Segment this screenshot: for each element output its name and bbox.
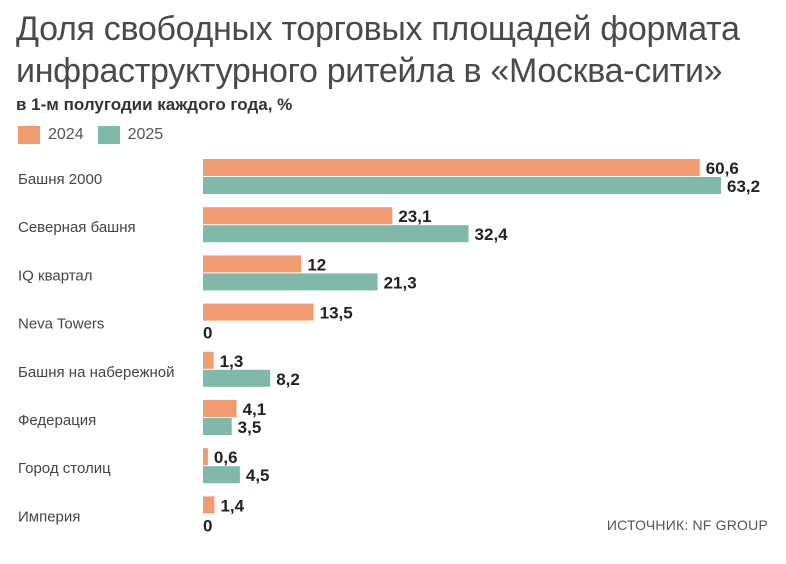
bar-2024 — [203, 255, 302, 273]
bar-2025 — [203, 273, 378, 291]
data-label-2025: 3,5 — [238, 418, 262, 437]
category-label: Neva Towers — [18, 316, 104, 333]
bar-2024 — [203, 496, 215, 514]
category-label: IQ квартал — [18, 267, 93, 284]
data-label-2025: 8,2 — [276, 370, 300, 389]
bar-2025 — [203, 177, 721, 194]
data-label-2024: 1,3 — [220, 352, 244, 371]
legend: 2024 2025 — [18, 126, 163, 144]
data-label-2025: 0 — [203, 324, 212, 343]
data-label-2025: 63,2 — [727, 177, 760, 196]
category-label: Башня 2000 — [18, 171, 102, 188]
data-label-2025: 21,3 — [384, 273, 417, 292]
legend-label-2024: 2024 — [48, 126, 84, 143]
bar-2024 — [203, 159, 700, 176]
category-label: Империя — [18, 508, 80, 525]
bar-2025 — [203, 418, 232, 435]
legend-item-2025: 2025 — [97, 126, 164, 144]
category-label: Северная башня — [18, 219, 136, 236]
bar-2024 — [203, 303, 314, 321]
legend-item-2024: 2024 — [18, 126, 84, 144]
category-label: Федерация — [18, 412, 96, 429]
bar-2024 — [203, 448, 208, 466]
bar-2024 — [203, 351, 214, 369]
data-label-2024: 13,5 — [320, 304, 353, 323]
data-label-2024: 60,6 — [706, 159, 739, 178]
bar-2024 — [203, 400, 237, 417]
data-label-2024: 12 — [307, 255, 326, 274]
data-label-2025: 4,5 — [246, 466, 270, 485]
chart-title: Доля свободных торговых площадей формата… — [16, 10, 740, 90]
category-label: Башня на набережной — [18, 364, 175, 381]
data-label-2024: 1,4 — [220, 496, 244, 515]
data-label-2024: 0,6 — [214, 448, 238, 467]
bar-2025 — [203, 369, 271, 387]
legend-swatch-2025 — [97, 126, 120, 144]
data-label-2025: 32,4 — [475, 225, 509, 244]
bar-2024 — [203, 207, 393, 225]
bar-2025 — [203, 225, 469, 243]
source-note: ИСТОЧНИК: NF GROUP — [606, 517, 768, 533]
data-label-2024: 4,1 — [243, 400, 267, 419]
data-label-2025: 0 — [203, 516, 212, 535]
legend-swatch-2024 — [18, 126, 40, 144]
bar-2025 — [203, 466, 240, 484]
chart-subtitle: в 1-м полугодии каждого года, % — [16, 95, 293, 114]
legend-label-2025: 2025 — [127, 126, 164, 143]
category-label: Город столиц — [18, 460, 111, 477]
data-label-2024: 23,1 — [398, 207, 431, 226]
